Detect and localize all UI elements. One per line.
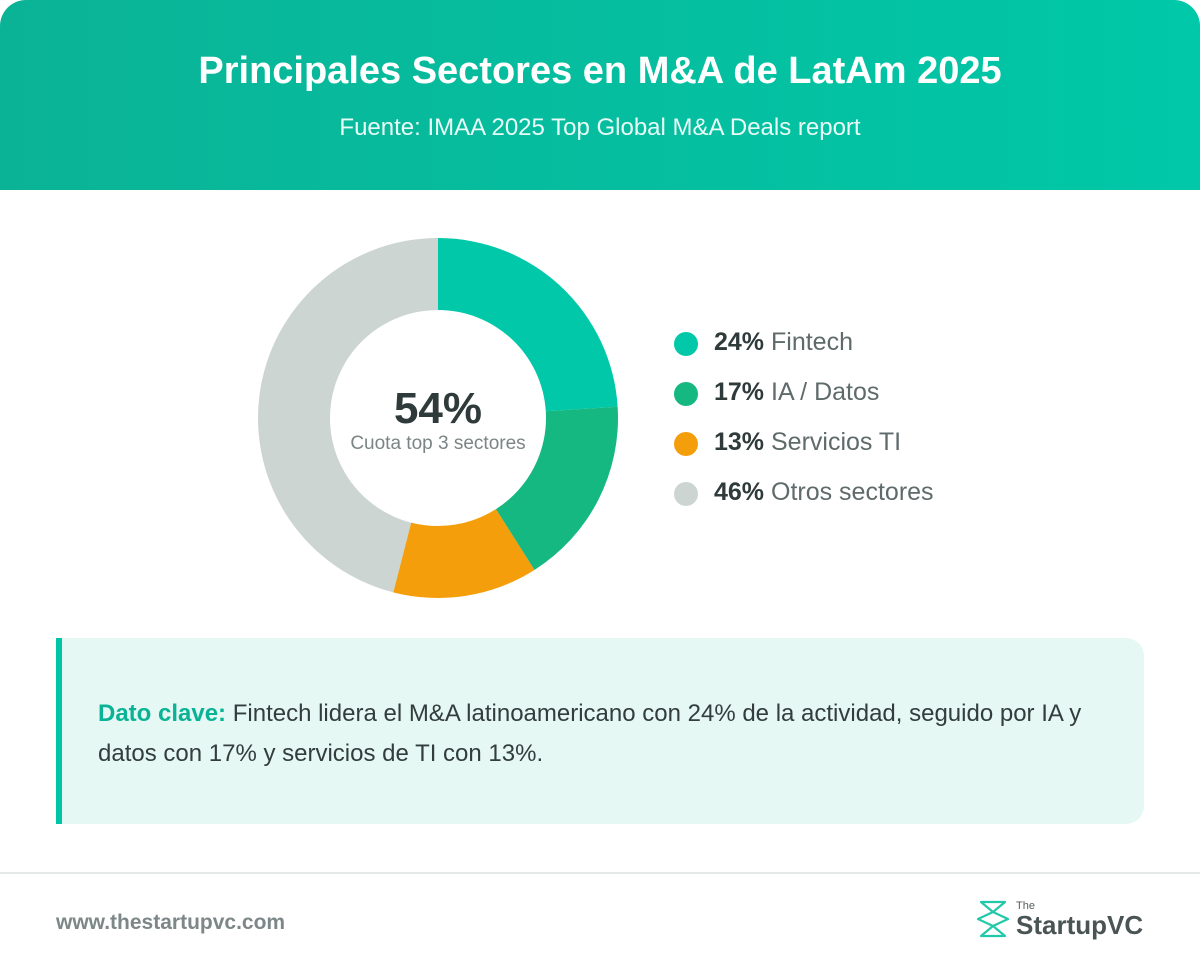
logo-mark-icon <box>976 900 1010 938</box>
legend-value: 24% <box>714 328 765 356</box>
key-fact-box: Dato clave: Fintech lidera el M&A latino… <box>56 638 1144 824</box>
legend-swatch <box>674 382 698 406</box>
donut-slice-fintech <box>438 238 618 412</box>
key-fact-label: Dato clave: <box>98 700 227 727</box>
legend-swatch <box>674 432 698 456</box>
legend-swatch <box>674 332 698 356</box>
footer-divider <box>0 872 1200 874</box>
legend-value: 17% <box>714 378 765 406</box>
legend-label: IA / Datos <box>764 378 880 406</box>
legend-text: 17% IA / Datos <box>714 378 879 407</box>
footer-url[interactable]: www.thestartupvc.com <box>56 911 286 934</box>
key-fact-accent-bar <box>56 638 62 824</box>
legend-value: 13% <box>714 428 765 456</box>
chart-subtitle: Fuente: IMAA 2025 Top Global M&A Deals r… <box>339 114 861 141</box>
logo-small-text: The <box>1016 900 1035 912</box>
logo-name-text: StartupVC <box>1016 910 1144 940</box>
donut-slice-servicios-ti <box>393 509 535 598</box>
legend-value: 46% <box>714 478 765 506</box>
donut-slice-otros-sectores <box>258 238 438 593</box>
key-fact-text: Dato clave: Fintech lidera el M&A latino… <box>98 694 1098 774</box>
legend-text: 13% Servicios TI <box>714 428 901 457</box>
legend-label: Fintech <box>764 328 853 356</box>
startupvc-logo: The StartupVC <box>976 900 1146 940</box>
key-fact-body: Fintech lidera el M&A latinoamericano co… <box>98 700 1082 767</box>
legend-text: 46% Otros sectores <box>714 478 934 507</box>
donut-chart <box>258 238 618 598</box>
chart-title: Principales Sectores en M&A de LatAm 202… <box>198 50 1002 92</box>
legend-label: Otros sectores <box>764 478 934 506</box>
donut-slice-ia-datos <box>495 406 618 570</box>
legend-text: 24% Fintech <box>714 328 853 357</box>
legend-swatch <box>674 482 698 506</box>
legend-label: Servicios TI <box>764 428 902 456</box>
header: Principales Sectores en M&A de LatAm 202… <box>0 0 1200 190</box>
